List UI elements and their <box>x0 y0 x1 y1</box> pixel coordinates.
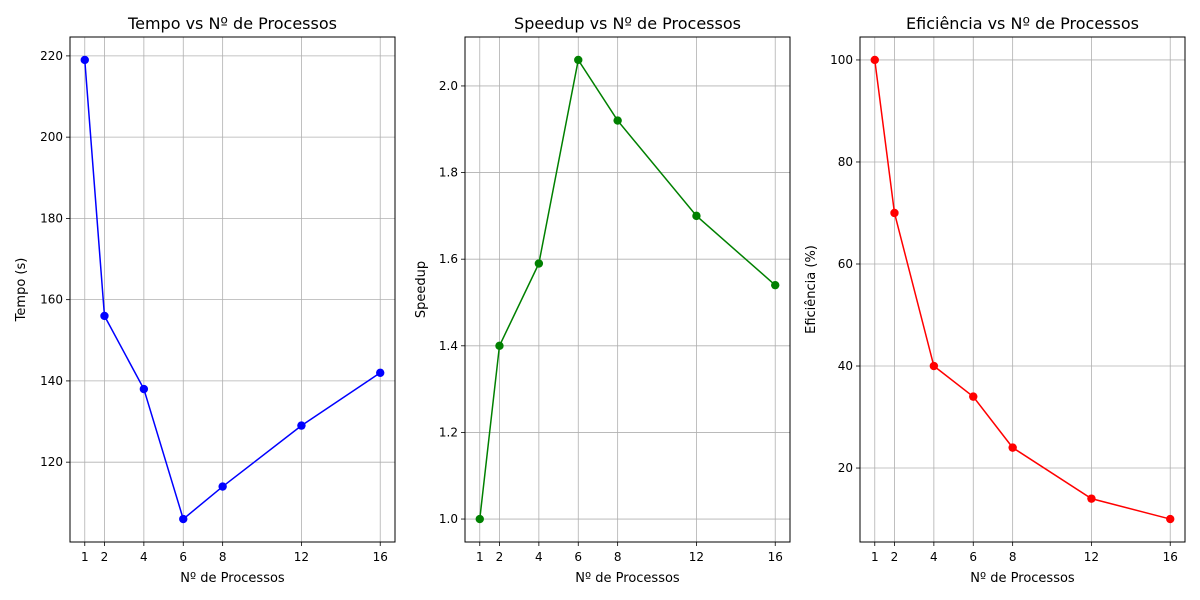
y-axis-label: Eficiência (%) <box>804 245 819 334</box>
x-tick-label: 16 <box>768 550 783 564</box>
x-tick-label: 2 <box>101 550 109 564</box>
x-tick-label: 4 <box>535 550 543 564</box>
data-point <box>475 514 484 524</box>
x-tick-label: 8 <box>219 550 227 564</box>
plot-area: 1 2 4 6 8 12 16 120 140 160 180 200 220 <box>40 36 396 564</box>
data-point <box>495 341 504 351</box>
y-tick-label: 180 <box>40 211 63 225</box>
x-axis-label: Nº de Processos <box>970 571 1075 586</box>
subplot-title: Eficiência vs Nº de Processos <box>906 14 1139 33</box>
y-tick-label: 100 <box>830 53 853 67</box>
data-point <box>692 211 701 221</box>
subplot-tempo: 1 2 4 6 8 12 16 120 140 160 180 200 220 Tempo vs Nº … <box>14 14 396 586</box>
y-tick-label: 1.0 <box>439 512 458 526</box>
data-point <box>929 361 939 371</box>
data-point <box>1166 514 1175 524</box>
data-point <box>890 208 899 218</box>
x-axis-label: Nº de Processos <box>180 571 285 586</box>
axes-frame <box>69 36 396 543</box>
y-tick-label: 60 <box>838 257 853 271</box>
x-tick-label: 4 <box>930 550 938 564</box>
subplot-eficiencia: 1 2 4 6 8 12 16 20 40 60 80 100 Eficiência vs Nº de… <box>804 14 1186 586</box>
x-tick-label: 1 <box>476 550 484 564</box>
data-point <box>139 384 149 394</box>
data-point <box>218 482 227 491</box>
data-point <box>613 116 622 125</box>
y-tick-label: 220 <box>40 49 63 63</box>
plot-area: 1 2 4 6 8 12 16 1.0 1.2 1.4 1.6 1.8 2.0 <box>439 36 791 564</box>
y-tick-label: 1.6 <box>439 252 458 266</box>
data-point <box>1087 494 1096 503</box>
y-axis-label: Speedup <box>414 261 429 318</box>
subplot-title: Speedup vs Nº de Processos <box>514 14 741 33</box>
y-tick-label: 2.0 <box>439 79 458 93</box>
x-tick-label: 6 <box>179 550 187 564</box>
x-tick-label: 6 <box>574 550 582 564</box>
x-axis-label: Nº de Processos <box>575 571 680 586</box>
subplot-title: Tempo vs Nº de Processos <box>127 14 337 33</box>
data-point <box>870 55 879 65</box>
axes-frame <box>859 36 1186 543</box>
y-tick-label: 200 <box>40 130 63 144</box>
y-tick-label: 1.8 <box>439 166 458 180</box>
x-tick-label: 1 <box>81 550 89 564</box>
x-tick-label: 12 <box>294 550 309 564</box>
data-point <box>969 392 978 401</box>
x-tick-label: 12 <box>689 550 704 564</box>
data-point <box>771 280 780 290</box>
y-tick-label: 80 <box>838 155 853 169</box>
x-tick-label: 2 <box>496 550 504 564</box>
y-axis-label: Tempo (s) <box>14 258 29 323</box>
y-tick-label: 1.2 <box>439 425 458 439</box>
x-tick-label: 16 <box>1163 550 1178 564</box>
y-tick-label: 160 <box>40 293 63 307</box>
axes-frame <box>464 36 791 543</box>
x-tick-label: 16 <box>373 550 388 564</box>
y-tick-label: 1.4 <box>439 339 458 353</box>
plot-area: 1 2 4 6 8 12 16 20 40 60 80 100 <box>830 36 1186 564</box>
y-tick-label: 40 <box>838 359 853 373</box>
data-point <box>376 368 385 377</box>
x-tick-label: 2 <box>891 550 899 564</box>
x-tick-label: 8 <box>614 550 622 564</box>
data-point <box>100 311 109 321</box>
data-point <box>179 514 188 524</box>
data-point <box>534 259 544 268</box>
x-tick-label: 4 <box>140 550 148 564</box>
y-tick-label: 120 <box>40 455 63 469</box>
x-tick-label: 12 <box>1084 550 1099 564</box>
data-point <box>297 421 306 430</box>
subplot-speedup: 1 2 4 6 8 12 16 1.0 1.2 1.4 1.6 1.8 2.0 Speedup vs N… <box>414 14 791 586</box>
x-tick-label: 1 <box>871 550 879 564</box>
y-tick-label: 20 <box>838 461 853 475</box>
data-point <box>80 55 89 65</box>
data-point <box>574 55 583 65</box>
x-tick-label: 8 <box>1009 550 1017 564</box>
data-point <box>1008 443 1017 452</box>
y-tick-label: 140 <box>40 374 63 388</box>
x-tick-label: 6 <box>969 550 977 564</box>
